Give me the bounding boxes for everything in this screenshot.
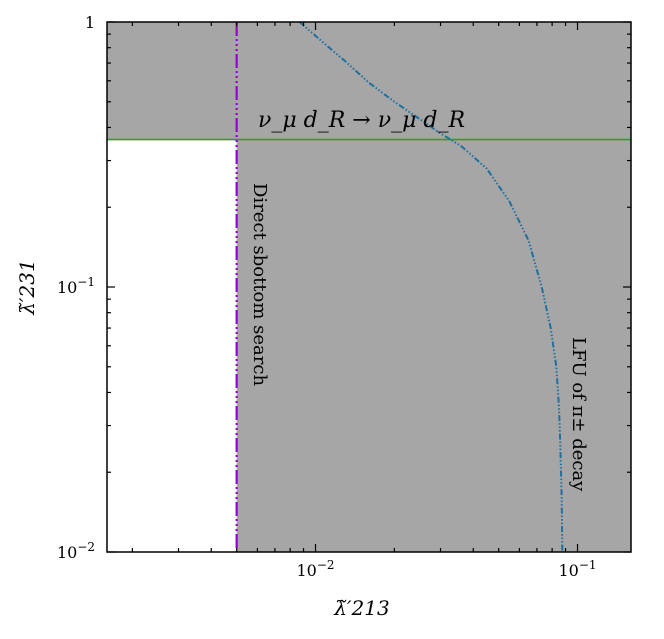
annotation-sbottom: Direct sbottom search xyxy=(249,183,270,386)
annotation-lfu: LFU of π± decay xyxy=(568,337,589,492)
lfu-constraint-curve xyxy=(299,22,564,552)
y-axis-label: λ̃′231 xyxy=(15,259,39,315)
excluded-region-neutrino xyxy=(107,22,631,140)
y-tick-label: 10−1 xyxy=(57,275,95,297)
y-tick-label: 1 xyxy=(85,13,95,32)
x-tick-label: 10−1 xyxy=(558,558,596,580)
x-axis-label: λ̃′213 xyxy=(333,596,389,620)
y-tick-label: 10−2 xyxy=(57,540,95,562)
annotation-neutrino: ν_μ d_R → ν_μ d_R xyxy=(258,108,465,133)
x-tick-label: 10−2 xyxy=(296,558,334,580)
